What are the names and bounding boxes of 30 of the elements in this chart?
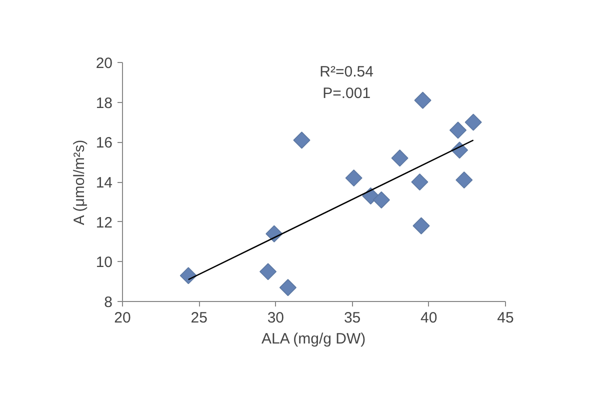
x-tick-label: 35 [344, 310, 361, 326]
point [345, 169, 362, 187]
y-tick-label: 10 [96, 254, 113, 272]
x-tick-label: 30 [267, 310, 284, 326]
y-axis-title: A (μmol/m²s) [70, 140, 88, 226]
annotation: P=.001 [322, 85, 371, 102]
x-tick-label: 25 [190, 310, 208, 326]
point [412, 217, 430, 234]
x-tick-label: 40 [420, 310, 438, 326]
y-tick-label: 14 [96, 174, 113, 192]
point [279, 279, 296, 296]
annotation: R²=0.54 [320, 64, 374, 81]
point [372, 191, 390, 208]
y-tick-label: 16 [96, 134, 113, 152]
point [411, 173, 428, 191]
point [464, 114, 482, 131]
y-tick-label: 12 [96, 214, 113, 232]
point [293, 132, 310, 149]
point [180, 267, 197, 284]
point [449, 122, 467, 139]
y-tick-label: 20 [96, 55, 113, 72]
y-tick-label: 8 [104, 294, 112, 311]
point [260, 263, 277, 280]
x-tick-label: 20 [114, 310, 131, 326]
x-axis-title: ALA (mg/g DW) [261, 330, 366, 348]
point [391, 150, 408, 167]
point [456, 171, 473, 189]
point [414, 92, 432, 109]
x-tick-label: 45 [497, 310, 514, 326]
y-tick-label: 18 [96, 94, 113, 112]
